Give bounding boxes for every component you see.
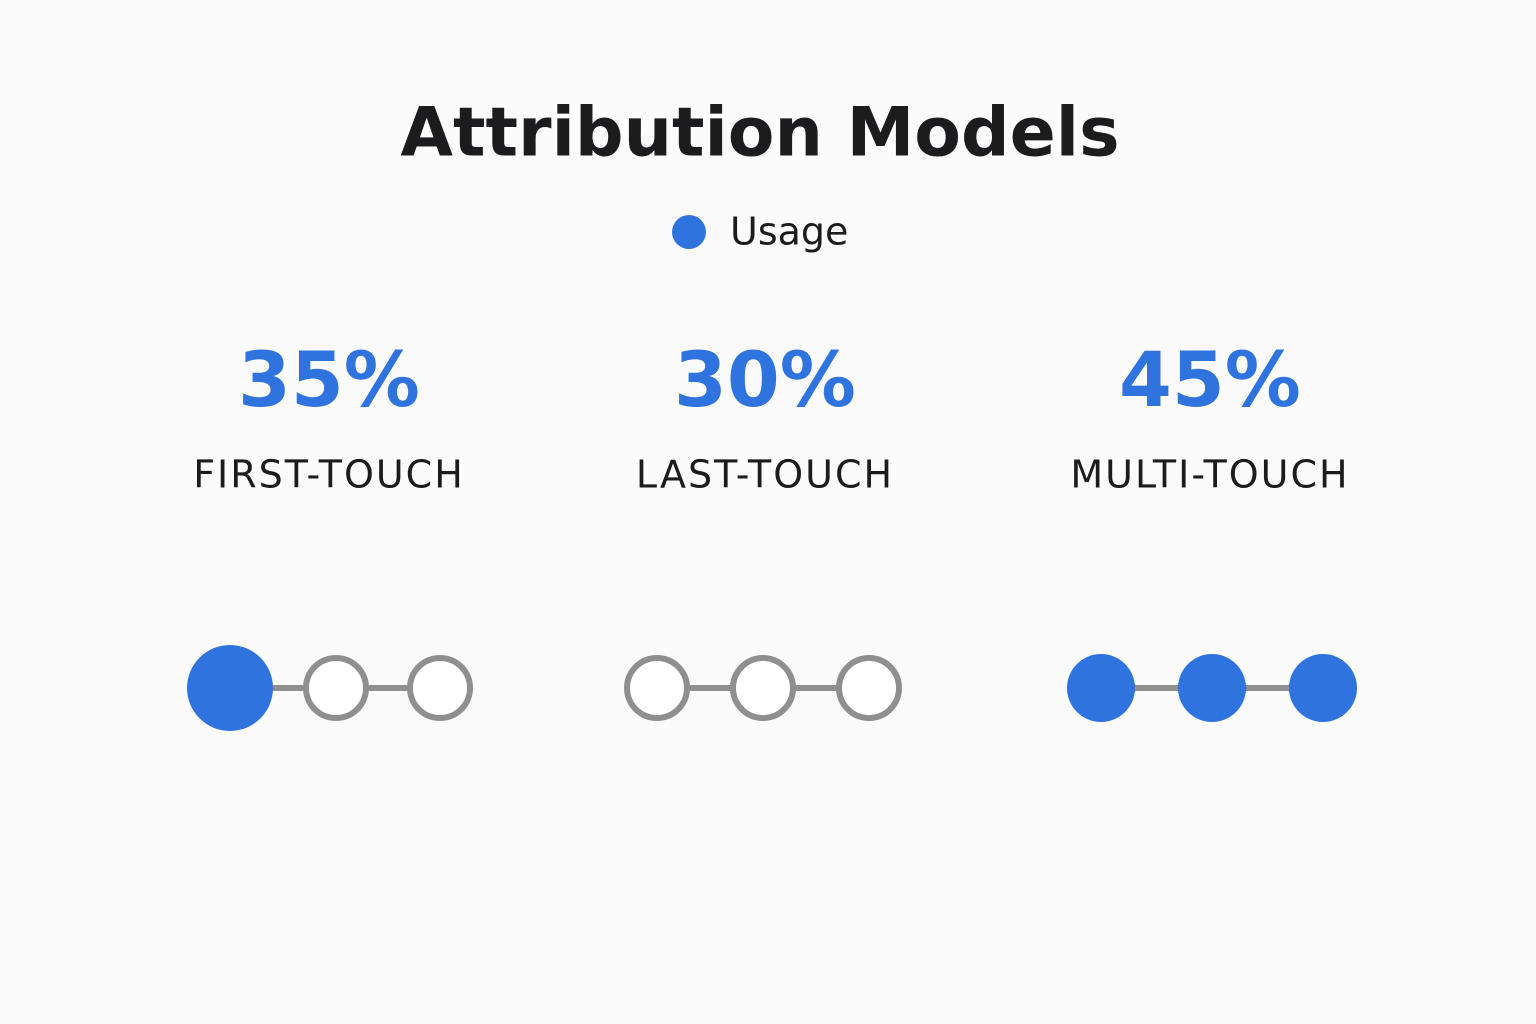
- stat-value: 30%: [674, 335, 856, 424]
- touch-dot: [1289, 654, 1357, 722]
- legend-label: Usage: [730, 210, 848, 254]
- touch-dot: [624, 655, 690, 721]
- touch-dot: [1067, 654, 1135, 722]
- legend-swatch: [672, 215, 706, 249]
- touch-diagram: [187, 645, 473, 731]
- touch-dot: [730, 655, 796, 721]
- touch-dot: [1178, 654, 1246, 722]
- category-label: LAST-TOUCH: [636, 453, 894, 497]
- stat-value: 45%: [1119, 335, 1301, 424]
- stats: 35% FIRST-TOUCH 30% LAST-TOUCH 45% MULTI-TOUC…: [193, 335, 1349, 497]
- touch-dot: [303, 655, 369, 721]
- category-label: FIRST-TOUCH: [193, 453, 465, 497]
- touch-dot: [187, 645, 273, 731]
- stat-value: 35%: [238, 335, 420, 424]
- touch-diagram: [624, 655, 902, 721]
- touch-dot: [407, 655, 473, 721]
- touch-dot: [836, 655, 902, 721]
- touch-diagram: [1067, 654, 1357, 722]
- legend: Usage: [672, 210, 848, 254]
- chart-title: Attribution Models: [400, 94, 1119, 173]
- category-label: MULTI-TOUCH: [1070, 453, 1349, 497]
